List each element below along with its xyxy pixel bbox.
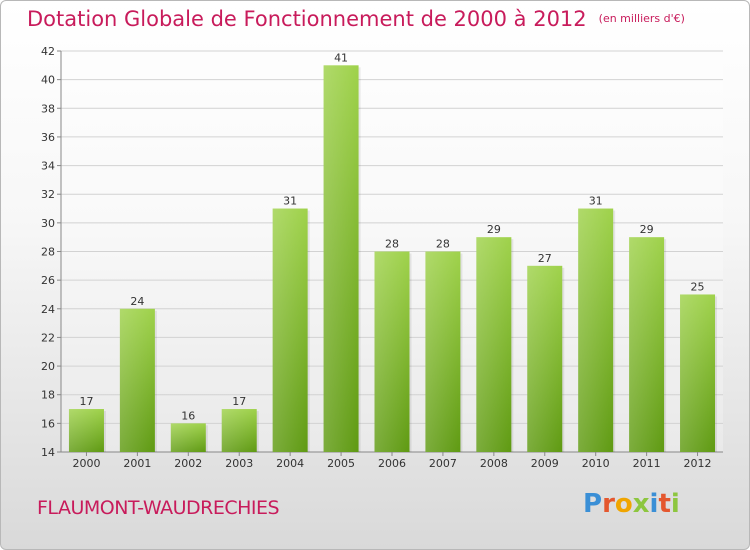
bar-highlight	[68, 409, 104, 452]
bar-highlight	[476, 237, 512, 452]
logo-letter: r	[602, 489, 615, 519]
y-tick-label: 16	[41, 417, 55, 430]
y-tick-label: 22	[41, 331, 55, 344]
logo-letter: x	[632, 489, 650, 519]
x-tick-label: 2007	[429, 457, 457, 470]
x-tick-label: 2008	[480, 457, 508, 470]
y-tick-label: 28	[41, 246, 55, 259]
y-tick-label: 26	[41, 274, 55, 287]
y-tick-label: 40	[41, 74, 55, 87]
y-tick-label: 18	[41, 389, 55, 402]
x-tick-label: 2000	[72, 457, 100, 470]
bar-highlight	[170, 423, 206, 452]
logo-letter: o	[614, 489, 633, 519]
bar-value-label: 29	[640, 223, 654, 236]
y-tick-label: 14	[41, 446, 55, 459]
y-tick-label: 24	[41, 303, 55, 316]
x-tick-label: 2002	[174, 457, 202, 470]
y-tick-label: 38	[41, 102, 55, 115]
bars-layer	[68, 65, 718, 453]
bar-highlight	[323, 65, 359, 453]
bar-highlight	[272, 208, 308, 452]
chart-subtitle: (en milliers d'€)	[598, 12, 685, 25]
x-tick-label: 2004	[276, 457, 304, 470]
y-tick-label: 34	[41, 160, 55, 173]
bar-value-label: 27	[538, 252, 552, 265]
logo-letter: t	[658, 489, 671, 519]
x-tick-label: 2006	[378, 457, 406, 470]
bar-value-label: 24	[130, 295, 144, 308]
y-tick-label: 36	[41, 131, 55, 144]
bar-value-label: 16	[181, 409, 195, 422]
bar-value-label: 25	[691, 280, 705, 293]
x-tick-label: 2009	[531, 457, 559, 470]
bar-highlight	[425, 251, 461, 452]
x-tick-label: 2011	[633, 457, 661, 470]
bar-highlight	[629, 237, 665, 452]
bar-highlight	[680, 294, 716, 452]
bar-value-label: 28	[385, 238, 399, 251]
chart-title-text: Dotation Globale de Fonctionnement de 20…	[27, 7, 587, 31]
x-tick-label: 2012	[684, 457, 712, 470]
logo-letter: P	[583, 489, 603, 519]
bar-value-label: 29	[487, 223, 501, 236]
labels-layer: 14 16 18 20 22 24 26 28 30 32 34 36 38 40 42 17 2000 24 20…	[41, 45, 712, 470]
logo-letter: i	[649, 489, 659, 519]
y-tick-label: 42	[41, 45, 55, 58]
bar-highlight	[119, 308, 155, 452]
bar-value-label: 28	[436, 238, 450, 251]
logo-letter: i	[670, 489, 680, 519]
y-tick-label: 32	[41, 188, 55, 201]
x-tick-label: 2010	[582, 457, 610, 470]
proxiti-logo: Proxiti	[583, 489, 680, 519]
x-tick-label: 2001	[123, 457, 151, 470]
bar-highlight	[221, 409, 257, 452]
bar-value-label: 17	[232, 395, 246, 408]
x-tick-label: 2003	[225, 457, 253, 470]
chart-title: Dotation Globale de Fonctionnement de 20…	[27, 7, 685, 31]
x-tick-label: 2005	[327, 457, 355, 470]
bar-highlight	[578, 208, 614, 452]
bar-value-label: 31	[589, 195, 603, 208]
y-tick-label: 30	[41, 217, 55, 230]
y-tick-label: 20	[41, 360, 55, 373]
bar-value-label: 17	[79, 395, 93, 408]
bar-value-label: 31	[283, 195, 297, 208]
bar-highlight	[374, 251, 410, 452]
bar-value-label: 41	[334, 51, 348, 64]
commune-name: FLAUMONT-WAUDRECHIES	[37, 497, 280, 519]
bar-highlight	[527, 265, 563, 452]
